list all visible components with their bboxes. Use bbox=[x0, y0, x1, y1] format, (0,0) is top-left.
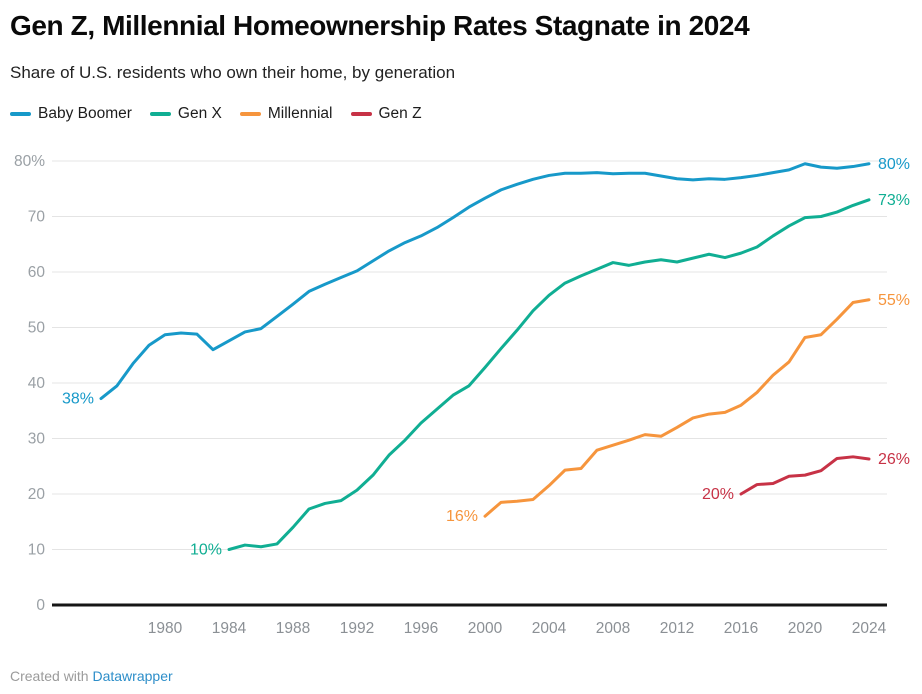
series-start-label-gen-x: 10% bbox=[190, 542, 222, 559]
legend-label: Gen Z bbox=[378, 105, 422, 122]
x-tick-label: 1980 bbox=[148, 620, 183, 637]
series-end-label-gen-z: 26% bbox=[878, 451, 910, 468]
chart-title: Gen Z, Millennial Homeownership Rates St… bbox=[10, 10, 750, 41]
legend: Baby Boomer Gen X Millennial Gen Z bbox=[10, 104, 912, 124]
x-tick-label: 2008 bbox=[596, 620, 630, 637]
x-tick-label: 1984 bbox=[212, 620, 247, 637]
y-tick-label: 60 bbox=[28, 264, 46, 281]
series-start-label-baby-boomer: 38% bbox=[62, 391, 94, 408]
legend-swatch bbox=[149, 112, 171, 116]
series-line-gen-z bbox=[739, 455, 871, 496]
series-line-millennial bbox=[483, 298, 871, 518]
legend-swatch bbox=[350, 112, 372, 116]
legend-item-baby-boomer: Baby Boomer bbox=[10, 105, 132, 123]
series-start-label-millennial: 16% bbox=[446, 508, 478, 525]
y-tick-label: 30 bbox=[28, 431, 46, 448]
legend-label: Millennial bbox=[267, 105, 333, 122]
x-tick-label: 1996 bbox=[404, 620, 438, 637]
x-tick-label: 2024 bbox=[852, 620, 887, 637]
series-end-label-millennial: 55% bbox=[878, 292, 910, 309]
x-tick-label: 2004 bbox=[532, 620, 567, 637]
x-tick-label: 2012 bbox=[660, 620, 694, 637]
legend-label: Baby Boomer bbox=[38, 105, 132, 122]
y-tick-label: 10 bbox=[28, 542, 46, 559]
x-tick-label: 2000 bbox=[468, 620, 503, 637]
legend-swatch bbox=[239, 112, 261, 116]
legend-item-millennial: Millennial bbox=[239, 105, 333, 123]
x-tick-label: 1992 bbox=[340, 620, 374, 637]
legend-item-gen-z: Gen Z bbox=[350, 105, 422, 123]
legend-swatch bbox=[10, 112, 31, 116]
chart-subtitle: Share of U.S. residents who own their ho… bbox=[10, 63, 456, 82]
y-tick-label: 0 bbox=[36, 597, 45, 614]
y-tick-label: 20 bbox=[28, 486, 46, 503]
y-tick-label: 80% bbox=[14, 153, 45, 170]
series-line-baby-boomer bbox=[99, 162, 871, 401]
y-tick-label: 50 bbox=[28, 320, 46, 337]
footer-text: Created with bbox=[10, 668, 93, 684]
x-tick-label: 2016 bbox=[724, 620, 758, 637]
line-chart-svg: 80% 70 60 50 40 30 20 10 0 1980 1984 1988 1992 1996 20… bbox=[14, 153, 910, 637]
footer-attribution: Created with Datawrapper bbox=[10, 668, 173, 684]
datawrapper-link[interactable]: Datawrapper bbox=[92, 668, 173, 684]
y-tick-label: 70 bbox=[28, 209, 46, 226]
series-start-label-gen-z: 20% bbox=[702, 486, 734, 503]
series-end-label-baby-boomer: 80% bbox=[878, 156, 910, 173]
x-tick-label: 2020 bbox=[788, 620, 823, 637]
legend-label: Gen X bbox=[177, 105, 222, 122]
x-tick-label: 1988 bbox=[276, 620, 310, 637]
y-tick-label: 40 bbox=[28, 375, 46, 392]
legend-item-gen-x: Gen X bbox=[149, 105, 222, 123]
series-line-gen-x bbox=[227, 198, 871, 551]
series-end-label-gen-x: 73% bbox=[878, 192, 910, 209]
